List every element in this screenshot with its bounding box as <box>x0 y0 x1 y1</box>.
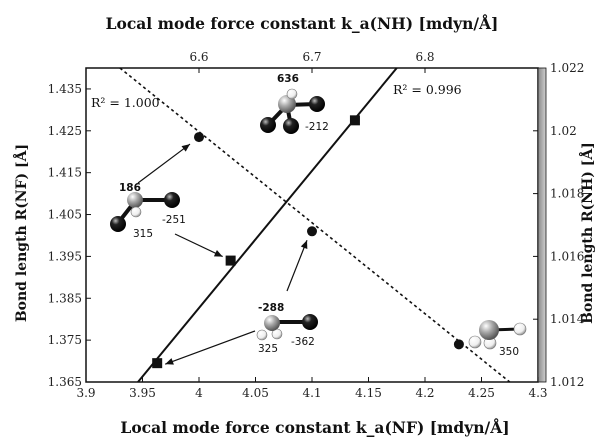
x-bottom-tick-label: 3.95 <box>129 386 156 400</box>
x-bottom-tick-label: 4.15 <box>355 386 382 400</box>
y-left-tick-label: 1.385 <box>48 291 82 305</box>
y-right-tick-label: 1.02 <box>550 124 577 138</box>
arrow-to-circle-2 <box>286 240 308 292</box>
bottom-axis-title: Local mode force constant k_a(NF) [mdyn/… <box>120 418 509 437</box>
y-left-tick-label: 1.365 <box>48 375 82 389</box>
y-left-tick-label: 1.435 <box>48 82 82 96</box>
x-bottom-tick-label: 4 <box>195 386 203 400</box>
arrow-to-circle-1 <box>137 143 191 184</box>
circle-point <box>307 226 317 237</box>
molecule-right: 350 <box>468 320 527 358</box>
molecule-top: 636 -212 <box>260 73 329 134</box>
arrow-to-square-1 <box>164 330 256 365</box>
x-top-tick-label: 6.7 <box>302 50 321 64</box>
mol-right-label-a: 350 <box>499 346 519 358</box>
x-bottom-tick-label: 4.2 <box>415 386 434 400</box>
x-bottom-tick-label: 4.1 <box>302 386 321 400</box>
circle-point <box>194 132 204 143</box>
axis-ticks: 3.9 3.95 4 4.05 4.1 4.15 4.2 4.25 4.3 6.6 6.7 6.8 1.… <box>48 50 585 400</box>
circle-point <box>453 339 464 350</box>
top-axis-title: Local mode force constant k_a(NH) [mdyn/… <box>106 14 499 33</box>
annotation-arrows <box>137 143 308 365</box>
mol-top-label-b: -212 <box>305 121 329 133</box>
left-axis-title: Bond length R(NF) [Å] <box>12 144 30 322</box>
y-left-tick-label: 1.395 <box>48 249 82 263</box>
r2-label-dotted: R² = 1.000 <box>91 95 160 110</box>
arrow-to-square-2 <box>174 233 223 258</box>
square-point <box>152 358 163 369</box>
mol-left-label-b: -251 <box>162 214 186 226</box>
y-left-tick-label: 1.425 <box>48 124 82 138</box>
mol-mid-label-a: -288 <box>258 302 284 314</box>
x-bottom-tick-label: 4.3 <box>528 386 547 400</box>
y-right-tick-label: 1.018 <box>550 187 584 201</box>
x-top-tick-label: 6.8 <box>415 50 434 64</box>
mol-left-label-a: 186 <box>119 182 141 194</box>
y-left-tick-label: 1.415 <box>48 166 82 180</box>
x-bottom-tick-label: 4.05 <box>242 386 269 400</box>
data-markers <box>152 115 464 369</box>
square-point <box>349 115 360 126</box>
mol-top-label-a: 636 <box>277 73 299 85</box>
right-axis-bar <box>537 67 547 383</box>
y-right-tick-label: 1.016 <box>550 249 584 263</box>
square-point <box>225 255 236 266</box>
x-bottom-tick-label: 3.9 <box>76 386 95 400</box>
y-right-tick-label: 1.014 <box>550 312 585 326</box>
y-right-tick-label: 1.012 <box>550 375 584 389</box>
y-left-tick-label: 1.405 <box>48 208 82 222</box>
y-left-tick-label: 1.375 <box>48 333 82 347</box>
mol-mid-label-b: 325 <box>258 343 278 355</box>
x-top-tick-label: 6.6 <box>189 50 208 64</box>
molecule-middle: -288 325 -362 <box>256 302 318 355</box>
right-axis-title: Bond length R(NH) [Å] <box>578 142 596 324</box>
mol-left-label-c: 315 <box>133 228 153 240</box>
mol-mid-label-c: -362 <box>291 336 315 348</box>
plot-frame <box>85 67 539 383</box>
r2-label-solid: R² = 0.996 <box>393 82 462 97</box>
x-bottom-tick-label: 4.25 <box>468 386 495 400</box>
molecule-left: 186 -251 315 <box>110 182 186 240</box>
y-right-tick-label: 1.022 <box>550 61 584 75</box>
